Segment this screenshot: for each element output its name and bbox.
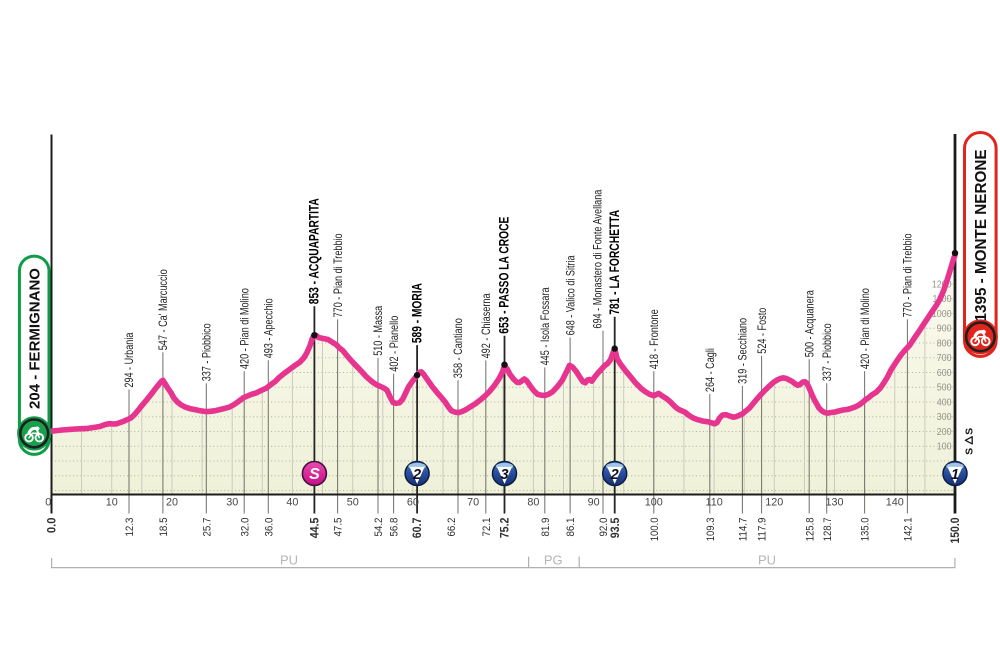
svg-text:2: 2 [412, 467, 421, 483]
svg-text:418 - Frontone: 418 - Frontone [647, 309, 661, 369]
svg-text:66.2: 66.2 [446, 518, 458, 537]
svg-text:72.1: 72.1 [481, 518, 493, 537]
svg-text:200: 200 [937, 427, 952, 438]
svg-text:337 - Piobbico: 337 - Piobbico [200, 323, 214, 381]
svg-text:445 - Isola Fossara: 445 - Isola Fossara [538, 287, 552, 365]
svg-text:420 - Pian di Molino: 420 - Pian di Molino [237, 288, 251, 369]
svg-text:128.7: 128.7 [822, 518, 834, 542]
svg-text:10: 10 [106, 496, 118, 508]
svg-text:358 - Cantiano: 358 - Cantiano [451, 318, 465, 378]
svg-text:S: S [309, 466, 320, 483]
svg-text:81.9: 81.9 [540, 518, 552, 537]
svg-text:1395 - MONTE NERONE: 1395 - MONTE NERONE [973, 149, 990, 321]
svg-text:492 - Chiaserna: 492 - Chiaserna [479, 293, 493, 358]
svg-text:524 - Fosto: 524 - Fosto [755, 307, 769, 353]
svg-text:117.9: 117.9 [757, 518, 769, 542]
svg-text:294 - Urbania: 294 - Urbania [122, 332, 136, 387]
svg-text:40: 40 [286, 496, 298, 508]
svg-text:142.1: 142.1 [903, 518, 915, 542]
svg-text:319 - Secchiano: 319 - Secchiano [736, 318, 750, 384]
svg-text:400: 400 [937, 397, 952, 408]
svg-text:110: 110 [705, 496, 722, 508]
svg-text:50: 50 [347, 496, 359, 508]
svg-text:589 - MORIA: 589 - MORIA [409, 283, 424, 343]
svg-text:500: 500 [937, 383, 952, 394]
svg-text:90: 90 [588, 496, 600, 508]
svg-text:S: S [964, 428, 976, 435]
svg-text:420 - Pian di Molino: 420 - Pian di Molino [858, 288, 872, 369]
svg-text:337 - Piobbico: 337 - Piobbico [820, 323, 834, 381]
svg-text:700: 700 [937, 353, 952, 364]
svg-text:47.5: 47.5 [333, 518, 345, 537]
svg-text:140: 140 [886, 496, 904, 508]
svg-text:32.0: 32.0 [239, 518, 251, 537]
svg-text:PU: PU [758, 552, 776, 567]
svg-text:1200: 1200 [932, 279, 952, 290]
svg-text:770 - Pian di Trebbio: 770 - Pian di Trebbio [901, 233, 915, 317]
svg-text:100: 100 [937, 442, 952, 453]
svg-text:493 - Apecchio: 493 - Apecchio [262, 298, 276, 358]
svg-text:600: 600 [937, 368, 952, 379]
svg-text:781 - LA FORCHETTA: 781 - LA FORCHETTA [607, 210, 622, 315]
svg-text:30: 30 [226, 496, 238, 508]
svg-text:648 - Valico di Sitria: 648 - Valico di Sitria [563, 255, 577, 335]
svg-text:PU: PU [280, 552, 298, 567]
svg-text:135.0: 135.0 [860, 518, 872, 542]
svg-text:300: 300 [937, 412, 952, 423]
svg-text:264 - Cagli: 264 - Cagli [703, 348, 717, 392]
svg-text:75.2: 75.2 [500, 518, 512, 539]
svg-text:1000: 1000 [932, 309, 952, 320]
svg-text:120: 120 [765, 496, 783, 508]
svg-text:114.7: 114.7 [738, 518, 750, 542]
svg-text:12.3: 12.3 [124, 518, 136, 537]
svg-text:100: 100 [645, 496, 663, 508]
svg-text:93.5: 93.5 [610, 517, 622, 538]
svg-text:510 - Massa: 510 - Massa [371, 306, 385, 356]
svg-text:2: 2 [610, 467, 619, 483]
svg-text:60.7: 60.7 [412, 518, 424, 539]
svg-text:44.5: 44.5 [310, 517, 322, 538]
svg-text:204 - FERMIGNANO: 204 - FERMIGNANO [27, 268, 44, 409]
svg-text:S: S [964, 448, 976, 455]
svg-text:86.1: 86.1 [565, 518, 577, 537]
svg-text:547 - Ca' Marcuccio: 547 - Ca' Marcuccio [156, 269, 170, 350]
svg-text:800: 800 [937, 338, 952, 349]
svg-text:853 - ACQUAPARTITA: 853 - ACQUAPARTITA [307, 198, 322, 304]
svg-text:20: 20 [166, 496, 178, 508]
svg-text:70: 70 [467, 496, 479, 508]
svg-text:694 - Monastero di Fonte Avell: 694 - Monastero di Fonte Avellana [591, 189, 605, 328]
svg-text:92.0: 92.0 [598, 518, 610, 537]
svg-text:770 - Pian di Trebbio: 770 - Pian di Trebbio [331, 233, 345, 317]
svg-text:130: 130 [825, 496, 843, 508]
svg-text:1: 1 [951, 467, 959, 483]
svg-text:18.5: 18.5 [158, 518, 170, 537]
svg-text:653 - PASSO LA CROCE: 653 - PASSO LA CROCE [497, 217, 512, 334]
svg-text:54.2: 54.2 [373, 518, 385, 537]
svg-text:36.0: 36.0 [263, 518, 275, 537]
svg-text:500 - Acquanera: 500 - Acquanera [802, 290, 816, 357]
svg-text:60: 60 [407, 496, 419, 508]
svg-text:0: 0 [45, 496, 51, 508]
svg-text:100.0: 100.0 [649, 518, 661, 542]
svg-text:402 - Pianello: 402 - Pianello [387, 315, 401, 371]
svg-text:900: 900 [937, 324, 952, 335]
svg-text:109.3: 109.3 [705, 518, 717, 542]
svg-text:125.8: 125.8 [804, 518, 816, 542]
svg-text:56.8: 56.8 [389, 518, 401, 537]
svg-text:25.7: 25.7 [201, 518, 213, 537]
svg-text:0.0: 0.0 [47, 518, 59, 534]
svg-text:PG: PG [544, 552, 563, 567]
svg-text:80: 80 [527, 496, 539, 508]
svg-text:3: 3 [500, 467, 508, 483]
svg-text:150.0: 150.0 [950, 518, 962, 544]
